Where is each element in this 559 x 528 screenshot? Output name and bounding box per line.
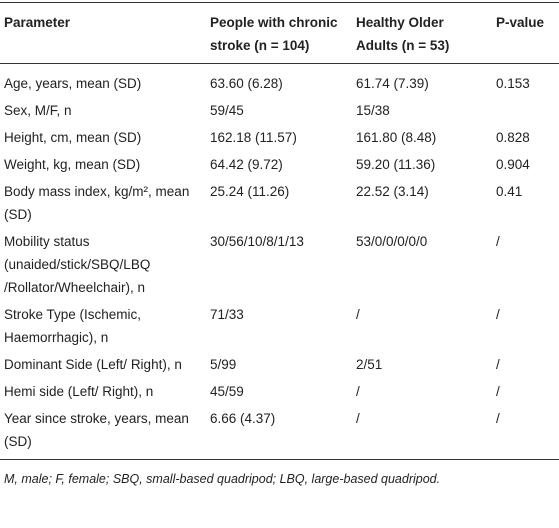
- table-cell: 0.904: [496, 157, 530, 172]
- table-cell: 53/0/0/0/0/0: [356, 234, 428, 249]
- table-cell: 22.52 (3.14): [356, 184, 429, 199]
- table-cell: Sex, M/F, n: [4, 103, 72, 118]
- header-cell: Parameter: [0, 2, 206, 64]
- table-cell: 0.153: [496, 76, 530, 91]
- table-cell: Dominant Side (Left/ Right), n: [4, 357, 182, 372]
- table-cell: /: [356, 307, 360, 322]
- table-cell: Hemi side (Left/ Right), n: [4, 384, 154, 399]
- table-row: Dominant Side (Left/ Right), n 5/99 2/51 /: [0, 351, 559, 378]
- table-row: Body mass index, kg/m², mean (SD) 25.24 (…: [0, 178, 559, 228]
- table-cell: /: [496, 357, 500, 372]
- table-cell: 25.24 (11.26): [210, 184, 290, 199]
- header-cell: People with chronic stroke (n = 104): [206, 2, 352, 64]
- table-row: Age, years, mean (SD) 63.60 (6.28) 61.74 (…: [0, 64, 559, 98]
- table-cell: Weight, kg, mean (SD): [4, 157, 141, 172]
- table-cell: Year since stroke, years, mean (SD): [0, 405, 206, 460]
- table-cell: 45/59: [210, 384, 244, 399]
- data-table: Parameter People with chronic stroke (n =…: [0, 2, 559, 460]
- table-row: Hemi side (Left/ Right), n 45/59 / /: [0, 378, 559, 405]
- table-cell: Body mass index, kg/m², mean (SD): [4, 184, 190, 222]
- table-cell: 61.74 (7.39): [356, 76, 429, 91]
- table-row: Sex, M/F, n 59/45 15/38: [0, 97, 559, 124]
- header-cell: Healthy Older Adults (n = 53): [352, 2, 492, 64]
- table-row: Stroke Type (Ischemic, Haemorrhagic), n 7…: [0, 301, 559, 351]
- table-row: Year since stroke, years, mean (SD) 6.66 …: [0, 405, 559, 460]
- table-row: Weight, kg, mean (SD) 64.42 (9.72) 59.20 (…: [0, 151, 559, 178]
- table-row: Height, cm, mean (SD) 162.18 (11.57) 161.8…: [0, 124, 559, 151]
- table-body: Age, years, mean (SD) 63.60 (6.28) 61.74 (…: [0, 64, 559, 460]
- table-cell: 59/45: [210, 103, 244, 118]
- table-cell: 6.66 (4.37): [206, 405, 352, 460]
- table-cell: 162.18 (11.57): [210, 130, 297, 145]
- header-row: Parameter People with chronic stroke (n =…: [0, 2, 559, 64]
- table-cell: 161.80 (8.48): [356, 130, 437, 145]
- table-cell: 30/56/10/8/1/13: [210, 234, 304, 249]
- table-cell: /: [356, 384, 360, 399]
- table-cell: 64.42 (9.72): [210, 157, 283, 172]
- table-cell: [492, 97, 559, 124]
- table-cell: 71/33: [210, 307, 244, 322]
- table-cell: 0.41: [496, 184, 523, 199]
- table-cell: /: [496, 234, 500, 249]
- table-cell: /: [492, 405, 559, 460]
- table-cell: 59.20 (11.36): [356, 157, 436, 172]
- table-cell: Height, cm, mean (SD): [4, 130, 142, 145]
- table-cell: /: [496, 307, 500, 322]
- table-cell: Stroke Type (Ischemic, Haemorrhagic), n: [4, 307, 142, 345]
- table-cell: Age, years, mean (SD): [4, 76, 142, 91]
- footnote: M, male; F, female; SBQ, small-based qua…: [4, 472, 441, 486]
- table-row: Mobility status (unaided/stick/SBQ/LBQ /…: [0, 228, 559, 301]
- table-cell: 15/38: [356, 103, 390, 118]
- table-cell: /: [352, 405, 492, 460]
- table-cell: 63.60 (6.28): [210, 76, 283, 91]
- table-cell: Mobility status (unaided/stick/SBQ/LBQ /…: [4, 234, 151, 295]
- header-cell: P-value: [492, 2, 559, 64]
- table-cell: 2/51: [356, 357, 383, 372]
- table-cell: 5/99: [210, 357, 237, 372]
- table-cell: 0.828: [496, 130, 530, 145]
- table-cell: /: [496, 384, 500, 399]
